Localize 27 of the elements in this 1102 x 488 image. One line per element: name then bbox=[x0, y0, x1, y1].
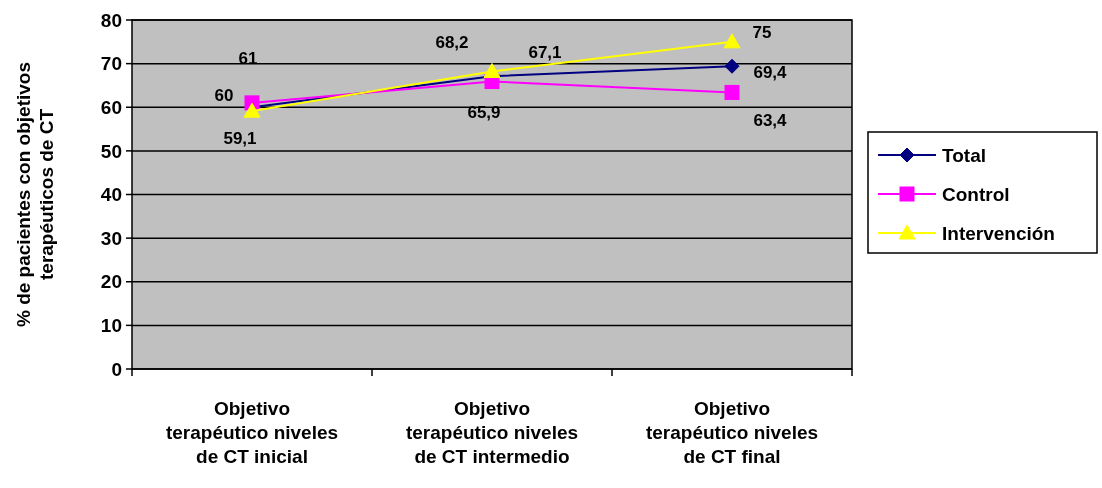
y-tick-label: 30 bbox=[100, 227, 122, 249]
y-tick-label: 70 bbox=[100, 53, 122, 75]
data-label: 59,1 bbox=[223, 129, 257, 149]
x-tick-label: Objetivo terapéutico niveles de CT intermedio bbox=[405, 398, 579, 467]
data-label: 75 bbox=[752, 22, 772, 42]
y-tick-label: 60 bbox=[100, 96, 122, 118]
x-tick-label: Objetivo terapéutico niveles de CT final bbox=[645, 398, 819, 467]
legend-label: Total bbox=[942, 144, 986, 166]
data-label: 67,1 bbox=[528, 43, 562, 63]
y-tick-label: 80 bbox=[100, 9, 122, 31]
legend-label: Control bbox=[942, 183, 1010, 205]
point bbox=[724, 84, 740, 100]
legend-label: Intervención bbox=[942, 222, 1055, 244]
point bbox=[724, 58, 740, 74]
y-tick-label: 20 bbox=[100, 271, 122, 293]
data-label: 63,4 bbox=[753, 111, 788, 131]
point bbox=[483, 62, 501, 78]
y-tick-label: 40 bbox=[100, 184, 122, 206]
point bbox=[723, 33, 741, 49]
y-tick-label: 10 bbox=[100, 315, 122, 337]
data-label: 69,4 bbox=[753, 63, 788, 83]
y-tick-label: 50 bbox=[100, 140, 122, 162]
data-label: 60 bbox=[214, 86, 234, 106]
y-axis-title: % de pacientes con objetivos terapéuticos de CT bbox=[13, 61, 57, 328]
y-tick-label: 0 bbox=[111, 358, 122, 380]
x-tick-label: Objetivo terapéutico niveles de CT inicial bbox=[165, 398, 339, 467]
data-label: 68,2 bbox=[435, 33, 469, 53]
